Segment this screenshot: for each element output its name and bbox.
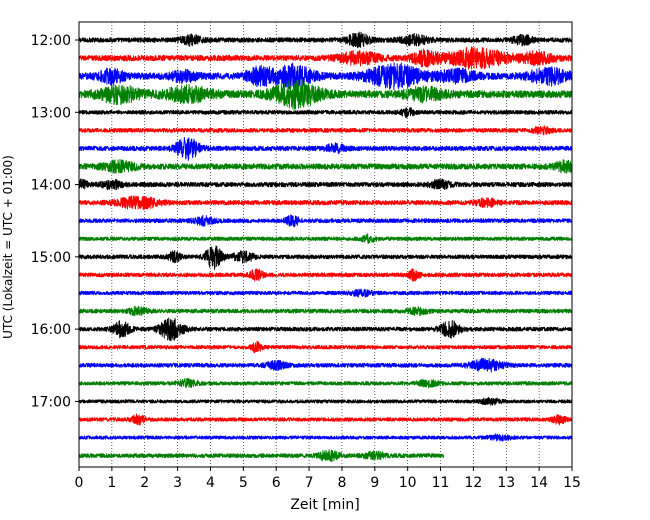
trace-1400 — [78, 178, 573, 191]
x-tick-label: 1 — [107, 475, 116, 491]
y-tick-label: 17:00 — [31, 394, 71, 410]
trace-1415 — [78, 195, 573, 210]
trace-1515 — [78, 268, 573, 282]
x-tick-label: 3 — [173, 475, 182, 491]
trace-1615 — [78, 340, 573, 354]
x-tick-label: 8 — [337, 475, 346, 491]
trace-1300 — [78, 107, 573, 119]
trace-1500 — [78, 245, 573, 270]
y-tick-label: 12:00 — [31, 33, 71, 49]
x-tick-label: 6 — [272, 475, 281, 491]
trace-1600 — [78, 317, 573, 342]
seismic-traces — [78, 31, 573, 463]
trace-1445 — [78, 233, 573, 244]
plot-frame — [78, 21, 573, 468]
x-tick-label: 15 — [563, 475, 581, 491]
trace-1730 — [78, 433, 573, 442]
x-tick-label: 10 — [399, 475, 417, 491]
x-axis-ticks: 0 1 2 3 4 5 6 7 8 9 10 11 12 13 14 15 — [75, 467, 581, 491]
trace-1715 — [78, 413, 573, 426]
x-tick-label: 5 — [239, 475, 248, 491]
trace-1230 — [78, 62, 573, 91]
trace-1745 — [78, 449, 445, 463]
x-tick-label: 9 — [370, 475, 379, 491]
x-tick-label: 7 — [305, 475, 314, 491]
y-axis-label: UTC (Lokalzeit = UTC + 01:00) — [1, 155, 15, 339]
y-tick-label: 13:00 — [31, 105, 71, 121]
trace-1200 — [78, 31, 573, 49]
trace-1530 — [78, 288, 573, 298]
trace-1630 — [78, 357, 573, 373]
x-tick-label: 12 — [464, 475, 482, 491]
grid-lines — [111, 22, 540, 467]
trace-1315 — [78, 125, 573, 136]
y-axis-ticks: 12:00 13:00 14:00 15:00 16:00 17:00 — [31, 33, 79, 410]
trace-1700 — [78, 396, 573, 406]
x-tick-label: 13 — [497, 475, 515, 491]
y-tick-label: 16:00 — [31, 322, 71, 338]
trace-1215 — [78, 46, 573, 70]
trace-1430 — [78, 214, 573, 228]
x-tick-label: 4 — [206, 475, 215, 491]
y-tick-label: 15:00 — [31, 250, 71, 266]
y-tick-label: 14:00 — [31, 178, 71, 194]
x-tick-label: 0 — [75, 475, 84, 491]
x-tick-label: 2 — [140, 475, 149, 491]
trace-1545 — [78, 305, 573, 317]
trace-1245 — [78, 79, 573, 110]
x-axis-label: Zeit [min] — [290, 497, 359, 513]
x-tick-label: 14 — [530, 475, 548, 491]
trace-1330 — [78, 137, 573, 161]
trace-1345 — [78, 158, 573, 174]
trace-1645 — [78, 377, 573, 389]
x-tick-label: 11 — [432, 475, 450, 491]
